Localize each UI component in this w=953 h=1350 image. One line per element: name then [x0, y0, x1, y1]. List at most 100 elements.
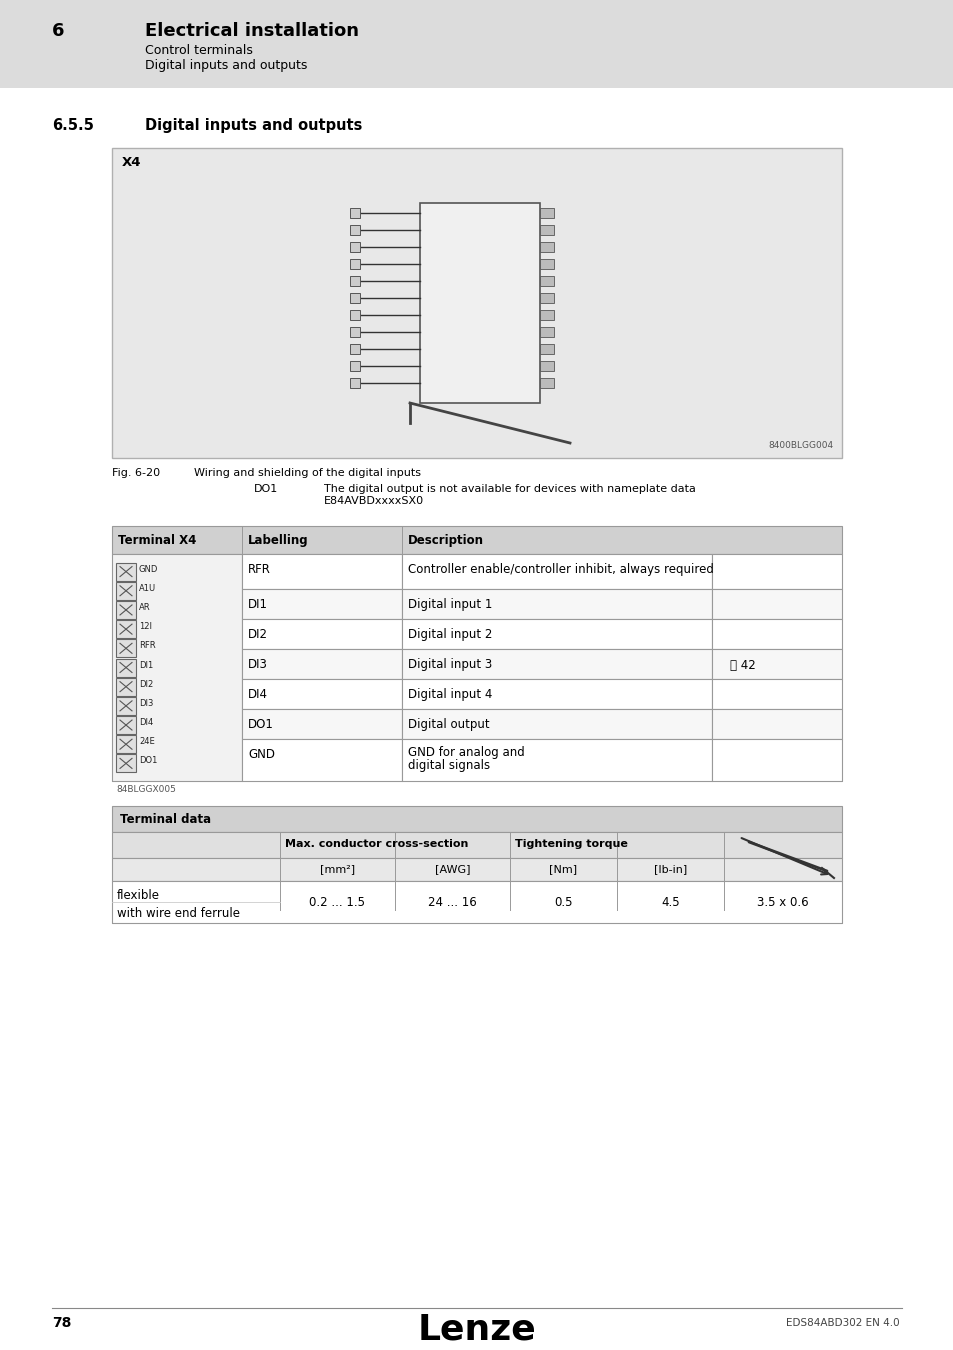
Text: Control terminals: Control terminals — [145, 45, 253, 57]
Bar — [350, 378, 359, 387]
Bar — [242, 679, 401, 709]
Bar — [711, 679, 841, 709]
Text: 12I: 12I — [139, 622, 152, 632]
Bar — [539, 259, 554, 269]
Text: digital signals: digital signals — [408, 759, 490, 772]
Bar — [116, 563, 136, 580]
Text: Tightening torque: Tightening torque — [515, 838, 627, 849]
Bar — [711, 709, 841, 738]
Text: RFR: RFR — [139, 641, 155, 651]
Text: 8400BLGG004: 8400BLGG004 — [768, 441, 833, 450]
Bar — [112, 859, 841, 882]
Bar — [401, 589, 711, 620]
Bar — [112, 148, 841, 458]
Bar — [401, 620, 711, 649]
Bar — [116, 678, 136, 695]
Text: Labelling: Labelling — [248, 535, 309, 547]
Bar — [539, 378, 554, 387]
Text: Electrical installation: Electrical installation — [145, 22, 358, 40]
Text: 0.2 ... 1.5: 0.2 ... 1.5 — [309, 895, 365, 909]
Text: 24E: 24E — [139, 737, 154, 747]
Bar — [242, 620, 401, 649]
Text: DI3: DI3 — [248, 657, 268, 671]
Bar — [0, 0, 953, 88]
Bar — [350, 225, 359, 235]
Text: AR: AR — [139, 603, 151, 612]
Bar — [539, 327, 554, 338]
Bar — [539, 310, 554, 320]
Bar — [242, 709, 401, 738]
Text: ⌹ 42: ⌹ 42 — [729, 659, 755, 672]
Bar — [711, 620, 841, 649]
Text: DO1: DO1 — [253, 485, 278, 494]
Text: GND: GND — [248, 748, 274, 761]
Text: Lenze: Lenze — [417, 1312, 536, 1346]
Text: DO1: DO1 — [139, 756, 157, 765]
Bar — [112, 882, 841, 923]
Bar — [350, 293, 359, 302]
Text: DI4: DI4 — [248, 688, 268, 701]
Text: 6.5.5: 6.5.5 — [52, 117, 93, 134]
Text: GND for analog and: GND for analog and — [408, 747, 524, 759]
Text: The digital output is not available for devices with nameplate data
E84AVBDxxxxS: The digital output is not available for … — [324, 485, 695, 506]
Bar — [711, 589, 841, 620]
Bar — [401, 679, 711, 709]
Bar — [350, 259, 359, 269]
Bar — [711, 738, 841, 782]
Text: [mm²]: [mm²] — [319, 864, 355, 873]
Bar — [539, 275, 554, 286]
Bar — [116, 640, 136, 657]
Bar — [242, 589, 401, 620]
Bar — [116, 736, 136, 753]
Bar — [539, 242, 554, 252]
Text: Controller enable/controller inhibit, always required: Controller enable/controller inhibit, al… — [408, 563, 713, 576]
Text: 6: 6 — [52, 22, 65, 40]
Bar — [539, 360, 554, 371]
Bar — [112, 526, 841, 554]
Text: DI3: DI3 — [139, 699, 153, 707]
Text: with wire end ferrule: with wire end ferrule — [117, 907, 240, 919]
Bar — [539, 293, 554, 302]
Bar — [350, 360, 359, 371]
Text: DI2: DI2 — [248, 628, 268, 641]
Bar — [350, 242, 359, 252]
Text: DI1: DI1 — [248, 598, 268, 612]
Text: Fig. 6-20: Fig. 6-20 — [112, 468, 160, 478]
Bar — [401, 709, 711, 738]
Bar — [350, 327, 359, 338]
Text: Digital input 4: Digital input 4 — [408, 688, 492, 701]
Text: GND: GND — [139, 564, 158, 574]
Bar — [242, 649, 401, 679]
Text: Terminal X4: Terminal X4 — [118, 535, 196, 547]
Bar — [242, 738, 401, 782]
Text: DI4: DI4 — [139, 718, 153, 728]
Bar — [116, 755, 136, 772]
Text: EDS84ABD302 EN 4.0: EDS84ABD302 EN 4.0 — [785, 1318, 899, 1328]
Text: Digital inputs and outputs: Digital inputs and outputs — [145, 117, 362, 134]
Text: 24 ... 16: 24 ... 16 — [428, 895, 476, 909]
Bar — [350, 344, 359, 354]
Text: Wiring and shielding of the digital inputs: Wiring and shielding of the digital inpu… — [193, 468, 420, 478]
Text: Terminal data: Terminal data — [120, 813, 211, 826]
Text: Digital input 1: Digital input 1 — [408, 598, 492, 612]
Text: [Nm]: [Nm] — [549, 864, 577, 873]
Text: 78: 78 — [52, 1316, 71, 1330]
Text: A1U: A1U — [139, 583, 156, 593]
Text: Digital input 3: Digital input 3 — [408, 657, 492, 671]
Bar — [350, 310, 359, 320]
Bar — [112, 806, 841, 832]
Bar — [350, 208, 359, 217]
Bar — [401, 649, 711, 679]
Bar — [539, 225, 554, 235]
Bar — [419, 202, 539, 404]
Text: DI1: DI1 — [139, 660, 153, 670]
Text: RFR: RFR — [248, 563, 271, 576]
Bar — [401, 738, 711, 782]
Text: Digital input 2: Digital input 2 — [408, 628, 492, 641]
Text: Digital inputs and outputs: Digital inputs and outputs — [145, 59, 307, 72]
Text: flexible: flexible — [117, 890, 160, 902]
Text: Description: Description — [408, 535, 483, 547]
Text: 84BLGGX005: 84BLGGX005 — [116, 784, 175, 794]
Bar — [711, 649, 841, 679]
Bar — [539, 344, 554, 354]
